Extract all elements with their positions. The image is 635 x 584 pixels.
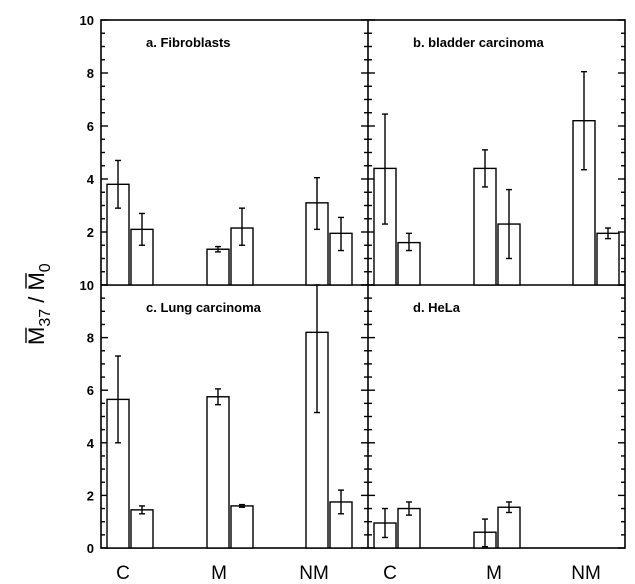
panel-b: b. bladder carcinoma — [373, 35, 620, 286]
x-category-label: M — [486, 563, 502, 584]
y-tick-label: 8 — [87, 66, 94, 81]
outer-frame — [100, 19, 626, 549]
bar — [497, 506, 521, 549]
ylabel-slash: / — [24, 291, 49, 309]
x-category-label: M — [211, 563, 227, 584]
bar — [206, 248, 230, 286]
y-tick-label: 8 — [87, 331, 94, 346]
chart-frame — [100, 19, 626, 549]
bar — [596, 232, 620, 286]
panels: a. Fibroblasts b. bladder carcinoma c. Lun… — [106, 35, 620, 549]
panel-title: b. bladder carcinoma — [413, 35, 545, 50]
x-category-label: C — [383, 563, 397, 584]
panel-d: d. HeLa — [373, 300, 521, 549]
x-category-label: NM — [299, 563, 329, 584]
y-tick-label: 4 — [87, 172, 95, 187]
x-category-label: NM — [571, 563, 601, 584]
y-tick-label: 4 — [87, 436, 95, 451]
panel-title: d. HeLa — [413, 300, 461, 315]
bar — [230, 505, 254, 549]
bar — [206, 396, 230, 549]
y-tick-label: 6 — [87, 383, 94, 398]
panel-c: c. Lung carcinoma — [106, 284, 353, 549]
y-tick-label: 0 — [87, 541, 94, 556]
y-axis-label: M37 / M0 — [24, 263, 54, 345]
x-category-label: C — [116, 563, 130, 584]
ylabel-m0: M — [24, 272, 49, 290]
y-tick-label: 10 — [80, 278, 94, 293]
x-axis-categories: C M NM C M NM — [116, 563, 601, 584]
panel-title: a. Fibroblasts — [146, 35, 231, 50]
y-axis-title: M37 / M0 — [24, 263, 54, 345]
panel-title: c. Lung carcinoma — [146, 300, 262, 315]
bar — [130, 509, 154, 549]
y-tick-label: 2 — [87, 225, 94, 240]
y-axis-ticks: 2 4 6 8 10 0 2 4 6 8 10 — [80, 13, 625, 556]
y-tick-label: 2 — [87, 488, 94, 503]
ylabel-m37: M — [24, 327, 49, 345]
ylabel-sub-0: 0 — [37, 263, 54, 272]
panel-a: a. Fibroblasts — [106, 35, 353, 286]
y-tick-label: 6 — [87, 119, 94, 134]
y-tick-label: 10 — [80, 13, 94, 28]
ylabel-sub-37: 37 — [37, 309, 54, 327]
